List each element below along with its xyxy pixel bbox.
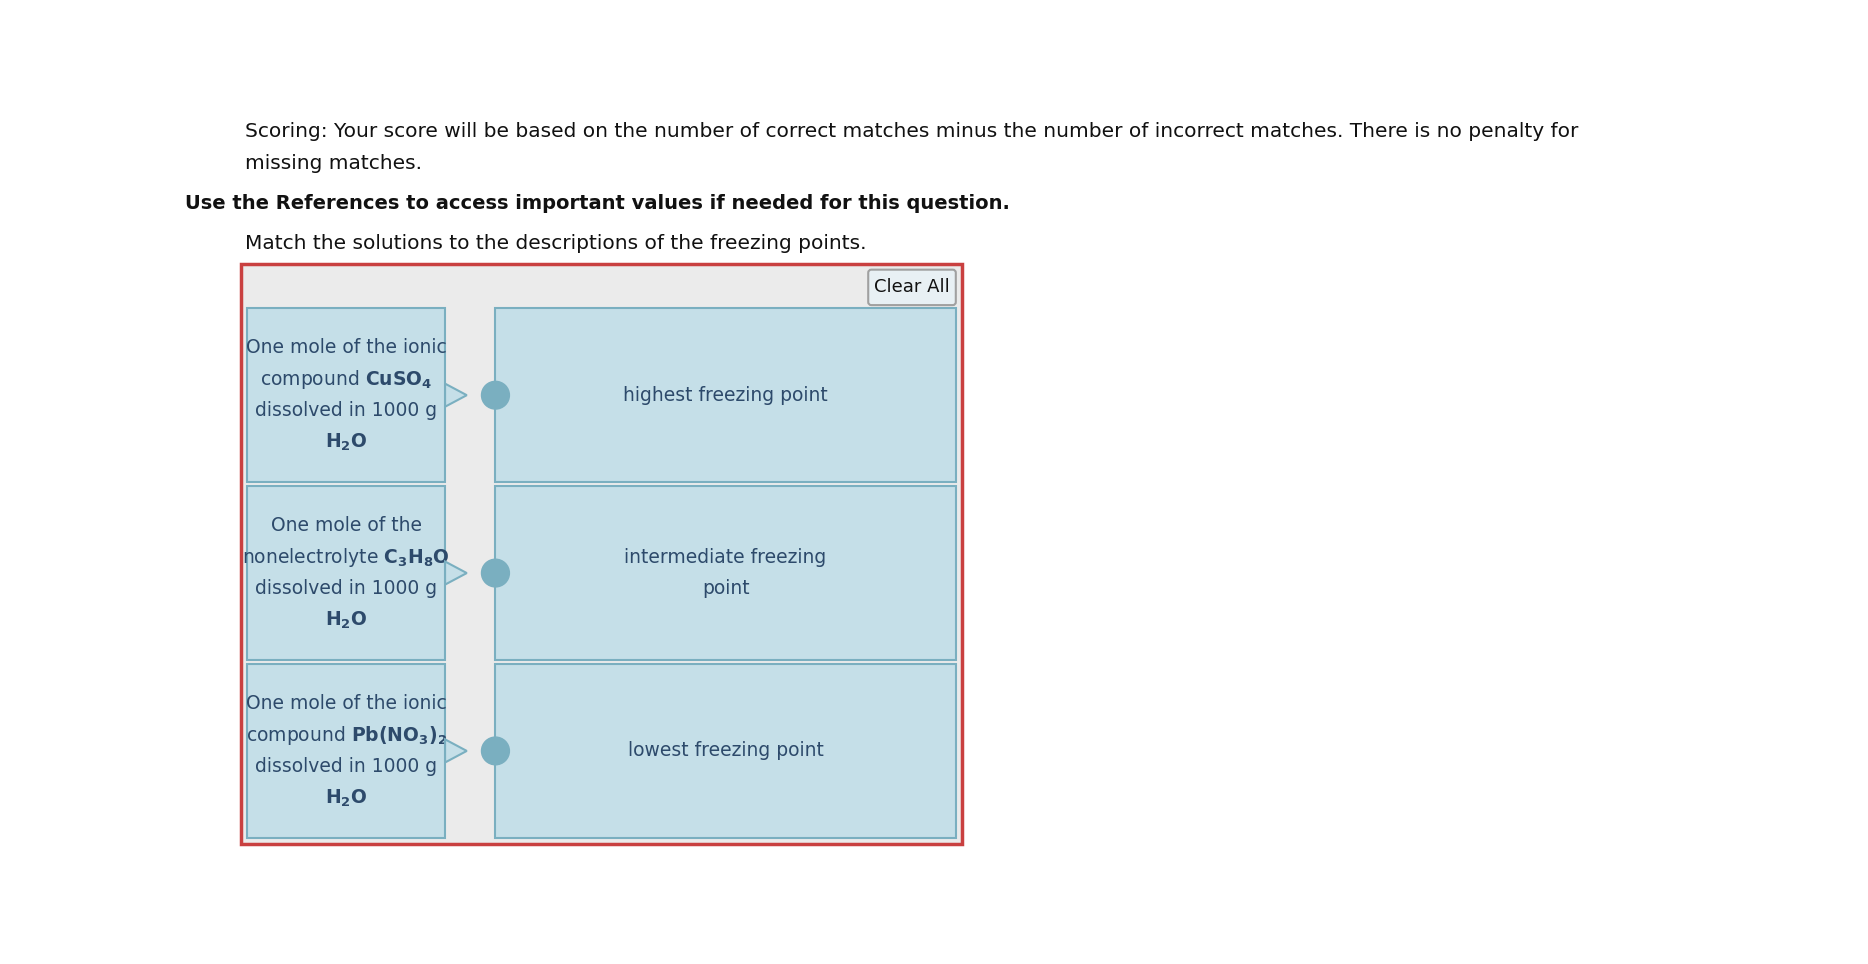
FancyBboxPatch shape [247,664,445,838]
Text: dissolved in 1000 g: dissolved in 1000 g [256,757,437,776]
FancyBboxPatch shape [495,664,956,838]
Text: $\mathbf{H_2O}$: $\mathbf{H_2O}$ [325,788,368,809]
Text: Use the References to access important values if needed for this question.: Use the References to access important v… [185,194,1011,213]
Polygon shape [445,561,467,584]
Text: Clear All: Clear All [874,279,951,296]
Text: Match the solutions to the descriptions of the freezing points.: Match the solutions to the descriptions … [245,234,867,254]
Text: nonelectrolyte $\mathbf{C_3H_8O}$: nonelectrolyte $\mathbf{C_3H_8O}$ [243,546,450,569]
Polygon shape [445,739,467,763]
FancyBboxPatch shape [247,308,445,482]
Text: point: point [702,579,749,598]
Text: missing matches.: missing matches. [245,154,422,174]
Circle shape [482,737,510,764]
Text: dissolved in 1000 g: dissolved in 1000 g [256,401,437,420]
Text: One mole of the: One mole of the [271,516,422,535]
Text: intermediate freezing: intermediate freezing [624,549,828,567]
Text: $\mathbf{H_2O}$: $\mathbf{H_2O}$ [325,610,368,631]
Text: compound $\mathbf{Pb(NO_3)_2}$: compound $\mathbf{Pb(NO_3)_2}$ [247,724,446,747]
Circle shape [482,559,510,587]
FancyBboxPatch shape [247,486,445,660]
FancyBboxPatch shape [495,486,956,660]
Text: highest freezing point: highest freezing point [624,386,828,405]
Circle shape [482,382,510,409]
FancyBboxPatch shape [495,308,956,482]
Text: One mole of the ionic: One mole of the ionic [247,694,446,713]
FancyBboxPatch shape [869,270,956,305]
Text: $\mathbf{H_2O}$: $\mathbf{H_2O}$ [325,432,368,453]
Polygon shape [445,384,467,407]
Text: compound $\mathbf{CuSO_4}$: compound $\mathbf{CuSO_4}$ [260,368,432,391]
Text: lowest freezing point: lowest freezing point [628,741,824,761]
Text: One mole of the ionic: One mole of the ionic [247,338,446,358]
Text: dissolved in 1000 g: dissolved in 1000 g [256,579,437,599]
Text: Scoring: Your score will be based on the number of correct matches minus the num: Scoring: Your score will be based on the… [245,121,1578,141]
FancyBboxPatch shape [241,263,962,844]
